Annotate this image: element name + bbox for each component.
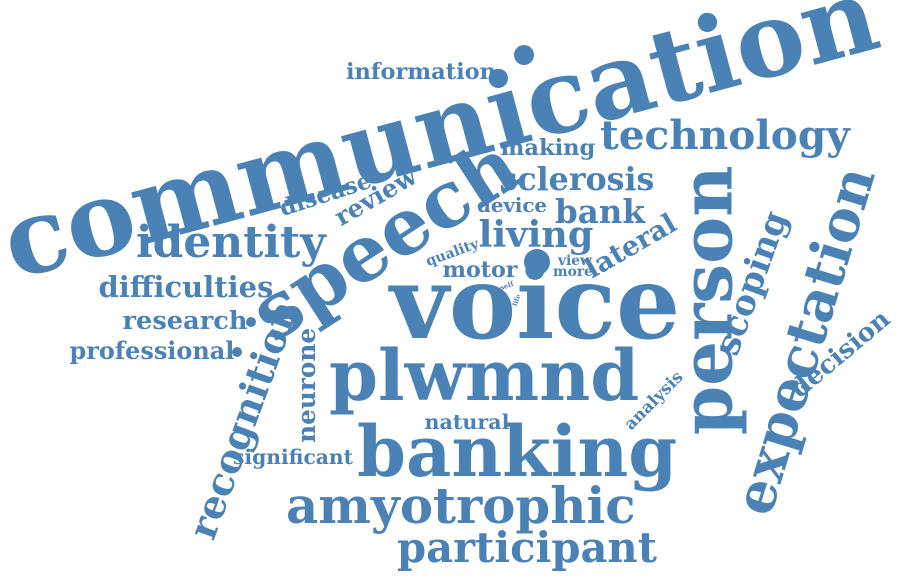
word-amyotrophic: amyotrophic [286, 476, 636, 535]
word-technology: technology [600, 110, 850, 159]
word-sclerosis: sclerosis [499, 161, 655, 198]
word-significant: significant [233, 445, 354, 469]
word-living: living [478, 212, 594, 256]
word-banking: banking [357, 410, 678, 493]
word-natural: natural [424, 409, 510, 434]
word-motor: motor [442, 257, 518, 283]
word-information: information [346, 59, 496, 85]
word-making: making [500, 134, 596, 161]
dot-mark [514, 45, 534, 65]
word-neurone: neurone [291, 327, 321, 443]
word-professional: professional [69, 337, 235, 365]
dot-mark [232, 347, 242, 357]
word-view: view [558, 253, 592, 269]
dot-mark [524, 249, 550, 275]
word-plwmnd: plwmnd [329, 334, 640, 417]
word-identity: identity [136, 217, 326, 268]
word-device: device [477, 193, 548, 217]
word-difficulties: difficulties [98, 269, 274, 304]
word-more: more [553, 264, 593, 280]
word-bank: bank [555, 192, 645, 231]
word-participant: participant [397, 523, 657, 572]
word-research: research [122, 306, 248, 336]
dot-mark [246, 317, 256, 327]
